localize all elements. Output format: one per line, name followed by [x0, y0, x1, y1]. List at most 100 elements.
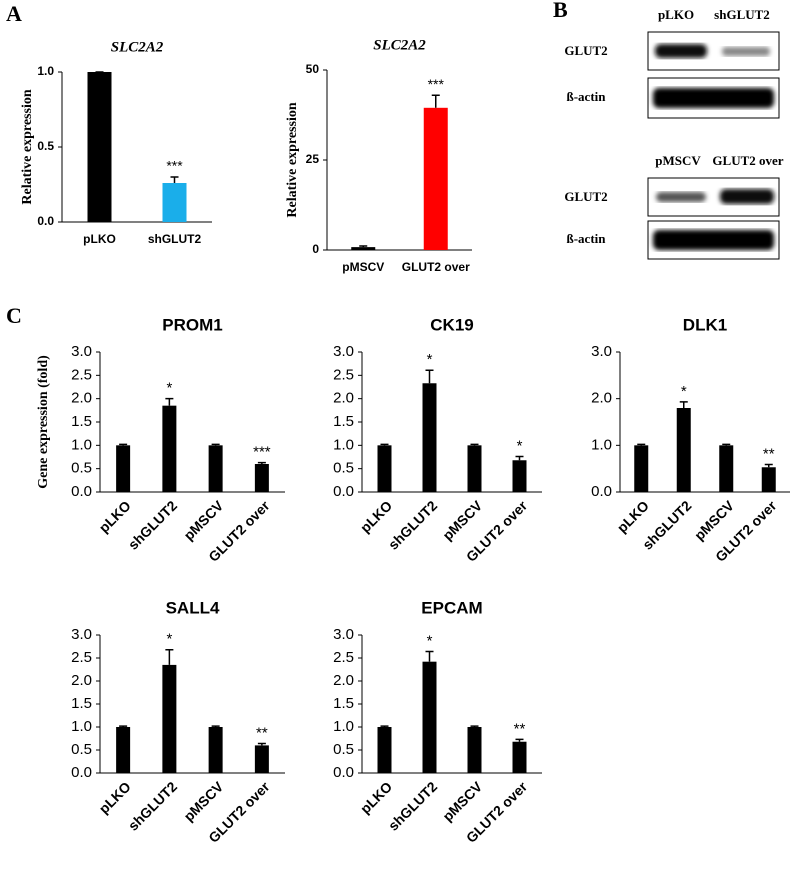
chart-title: PROM1: [162, 315, 222, 334]
y-tick-label: 0.5: [71, 741, 92, 758]
error-bar: [425, 369, 434, 384]
error-bar: [470, 443, 479, 446]
bar: [512, 460, 527, 492]
bar: [208, 727, 223, 773]
error-bar: [380, 725, 389, 727]
x-tick-label: pMSCV: [180, 778, 226, 824]
bar: [377, 445, 392, 492]
significance-label: **: [763, 445, 775, 462]
y-tick-label: 1.0: [333, 436, 354, 453]
significance-label: *: [427, 351, 433, 368]
bar: [116, 445, 131, 492]
error-bar: [515, 738, 524, 742]
chart-title: SALL4: [166, 598, 220, 617]
y-tick-label: 1.0: [591, 436, 612, 453]
row-label: GLUT2: [564, 189, 607, 204]
y-tick-label: 0.5: [333, 460, 354, 477]
error-bar: [211, 443, 220, 446]
y-tick-label: 25: [306, 152, 320, 166]
x-tick-label: pLKO: [83, 232, 116, 246]
error-bar: [257, 461, 266, 464]
bar: [512, 741, 527, 773]
lane-label: GLUT2 over: [712, 153, 783, 168]
y-tick-label: 2.0: [71, 390, 92, 407]
panel-letter: A: [6, 1, 22, 26]
y-tick-label: 1.5: [71, 695, 92, 712]
blot-band: [720, 189, 774, 204]
blot-group: pLKO shGLUT2 GLUT2 ß-actin: [564, 7, 780, 119]
error-bar: [722, 443, 731, 446]
bar: [87, 72, 112, 222]
y-tick-label: 50: [306, 62, 320, 76]
y-axis-label: Relative expression: [285, 102, 300, 217]
x-tick-label: pMSCV: [342, 260, 384, 274]
x-tick-label: shGLUT2: [125, 497, 180, 552]
bar: [467, 445, 482, 492]
bar: [208, 445, 223, 492]
y-tick-label: 1.0: [333, 718, 354, 735]
significance-label: *: [166, 631, 172, 648]
y-tick-label: 1.5: [333, 413, 354, 430]
y-tick-label: 0.0: [37, 214, 54, 228]
blot-band: [653, 230, 774, 250]
y-tick-label: 1.5: [333, 695, 354, 712]
bar: [719, 445, 734, 492]
error-bar: [679, 401, 688, 408]
bar: [676, 408, 691, 492]
y-tick-label: 0.5: [71, 460, 92, 477]
bar: [254, 464, 269, 492]
bar: [162, 183, 187, 222]
significance-label: *: [427, 633, 433, 650]
row-label: GLUT2: [564, 43, 607, 58]
y-tick-label: 3.0: [333, 343, 354, 360]
significance-label: ***: [166, 158, 183, 174]
error-bar: [380, 443, 389, 446]
bar: [467, 727, 482, 773]
error-bar: [515, 455, 524, 461]
bar: [423, 107, 448, 250]
lane-label: pLKO: [658, 7, 694, 22]
significance-label: **: [514, 720, 526, 737]
error-bar: [165, 648, 174, 665]
y-tick-label: 0.0: [333, 764, 354, 781]
y-tick-label: 2.5: [333, 366, 354, 383]
y-tick-label: 2.0: [71, 672, 92, 689]
x-tick-label: pLKO: [357, 497, 395, 535]
y-tick-label: 0.0: [333, 483, 354, 500]
x-tick-label: shGLUT2: [385, 497, 440, 552]
x-tick-label: shGLUT2: [148, 232, 202, 246]
bar: [351, 247, 376, 250]
chart-title: DLK1: [683, 315, 727, 334]
error-bar: [425, 650, 434, 662]
y-tick-label: 0.0: [71, 764, 92, 781]
significance-label: *: [517, 438, 523, 455]
blot-band: [656, 192, 706, 202]
y-tick-label: 2.0: [591, 390, 612, 407]
row-label: ß-actin: [567, 231, 607, 246]
y-tick-label: 3.0: [591, 343, 612, 360]
chart-title: EPCAM: [421, 598, 482, 617]
x-tick-label: shGLUT2: [385, 778, 440, 833]
y-axis-label: Gene expression (fold): [36, 355, 51, 489]
blot-band: [655, 44, 707, 58]
bar: [422, 383, 437, 492]
error-bar: [257, 742, 266, 746]
y-tick-label: 2.5: [71, 649, 92, 666]
significance-label: *: [681, 383, 687, 400]
y-tick-label: 3.0: [333, 626, 354, 643]
error-bar: [211, 725, 220, 727]
error-bar: [170, 176, 179, 183]
significance-label: *: [166, 380, 172, 397]
error-bar: [165, 397, 174, 406]
error-bar: [431, 94, 440, 108]
error-bar: [119, 443, 128, 446]
y-tick-label: 1.5: [71, 413, 92, 430]
y-tick-label: 3.0: [71, 626, 92, 643]
bar: [761, 467, 776, 492]
x-tick-label: shGLUT2: [125, 778, 180, 833]
chart-title: SLC2A2: [111, 39, 164, 55]
error-bar: [470, 725, 479, 727]
y-tick-label: 2.5: [333, 649, 354, 666]
y-tick-label: 0: [312, 242, 319, 256]
y-tick-label: 2.0: [333, 390, 354, 407]
